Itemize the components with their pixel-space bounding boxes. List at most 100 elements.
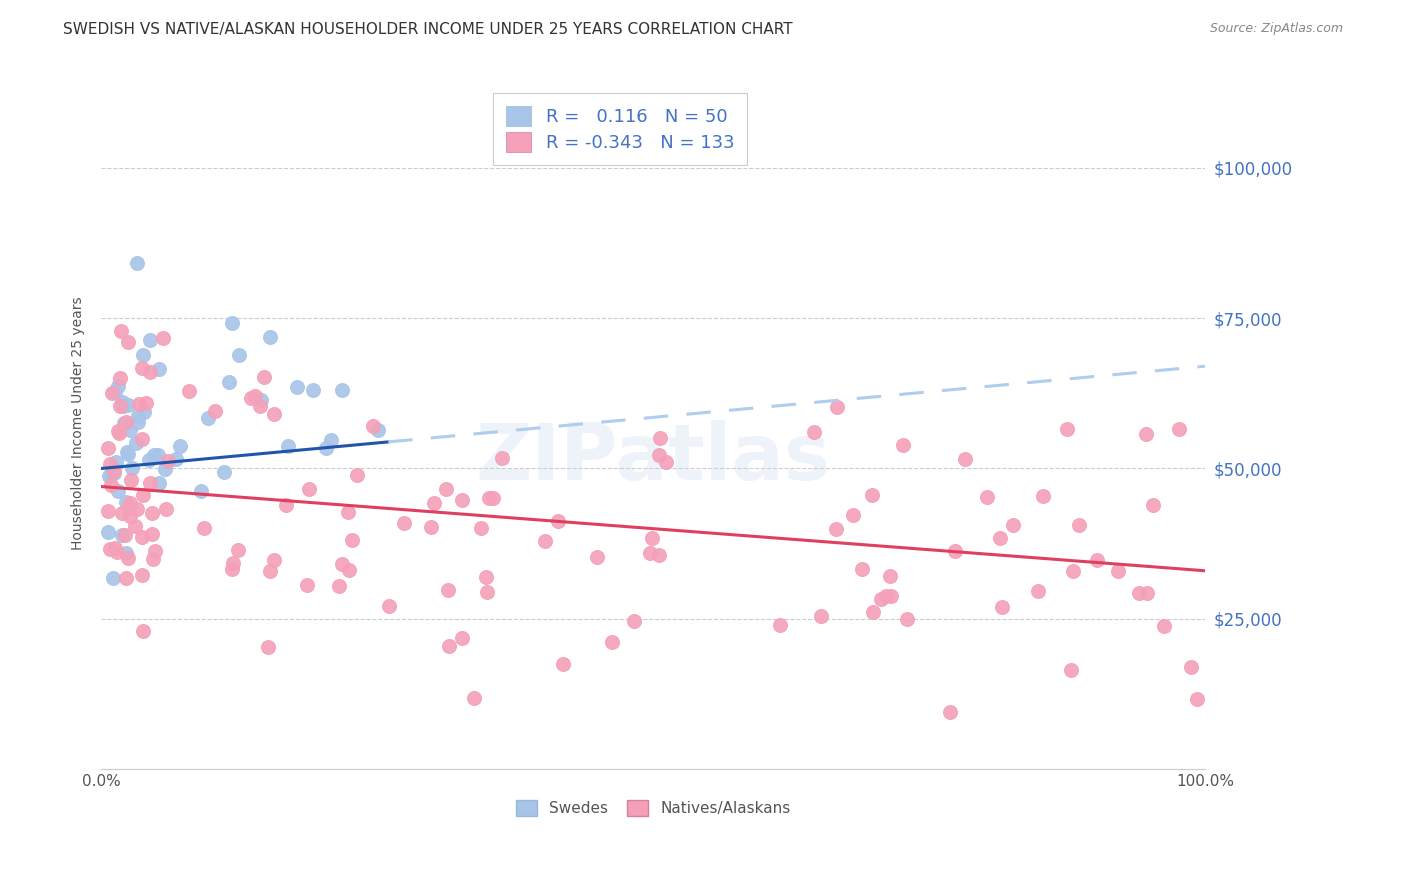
Point <box>97 524 120 539</box>
Y-axis label: Householder Income Under 25 years: Householder Income Under 25 years <box>72 296 86 550</box>
Point <box>1107 564 1129 578</box>
Point <box>434 482 457 496</box>
Point <box>117 447 139 461</box>
Point <box>128 397 150 411</box>
Point <box>143 544 166 558</box>
Point <box>891 438 914 452</box>
Point <box>648 548 671 562</box>
Point <box>197 410 219 425</box>
Point <box>120 508 142 523</box>
Point <box>328 579 350 593</box>
Point <box>938 706 960 720</box>
Point <box>139 365 162 379</box>
Point <box>439 639 461 653</box>
Point <box>107 484 129 499</box>
Point <box>332 557 354 571</box>
Point <box>553 657 575 672</box>
Point <box>825 400 848 414</box>
Point <box>1153 619 1175 633</box>
Point <box>142 551 165 566</box>
Point <box>118 423 141 437</box>
Point <box>103 466 125 480</box>
Point <box>141 506 163 520</box>
Point <box>478 491 501 506</box>
Point <box>943 544 966 558</box>
Point <box>132 624 155 638</box>
Point <box>138 453 160 467</box>
Point <box>156 453 179 467</box>
Point <box>274 498 297 512</box>
Point <box>419 519 441 533</box>
Point <box>1056 422 1078 436</box>
Point <box>100 386 122 401</box>
Point <box>367 423 389 437</box>
Point <box>143 449 166 463</box>
Point <box>193 521 215 535</box>
Point <box>125 502 148 516</box>
Point <box>169 439 191 453</box>
Point <box>98 542 121 557</box>
Point <box>148 361 170 376</box>
Point <box>259 564 281 578</box>
Point <box>361 419 384 434</box>
Point <box>104 455 127 469</box>
Point <box>117 551 139 566</box>
Point <box>139 333 162 347</box>
Point <box>394 516 416 530</box>
Point <box>482 491 505 505</box>
Point <box>436 582 458 597</box>
Point <box>1069 517 1091 532</box>
Point <box>336 505 359 519</box>
Point <box>547 514 569 528</box>
Point <box>851 562 873 576</box>
Point <box>146 448 169 462</box>
Point <box>111 395 134 409</box>
Point <box>100 477 122 491</box>
Point <box>1060 664 1083 678</box>
Point <box>810 609 832 624</box>
Point <box>240 391 263 405</box>
Point <box>257 640 280 654</box>
Point <box>212 466 235 480</box>
Point <box>862 488 884 502</box>
Point <box>955 452 977 467</box>
Point <box>1135 427 1157 442</box>
Point <box>451 492 474 507</box>
Point <box>218 375 240 389</box>
Point <box>107 424 129 438</box>
Point <box>803 425 825 439</box>
Point <box>221 317 243 331</box>
Point <box>121 473 143 487</box>
Point <box>97 504 120 518</box>
Point <box>127 416 149 430</box>
Point <box>153 461 176 475</box>
Point <box>875 589 897 603</box>
Point <box>880 589 903 603</box>
Point <box>330 383 353 397</box>
Point <box>155 501 177 516</box>
Point <box>287 380 309 394</box>
Point <box>451 631 474 645</box>
Point <box>988 531 1011 545</box>
Point <box>648 448 671 462</box>
Point <box>1001 518 1024 533</box>
Point <box>111 528 134 542</box>
Point <box>842 508 865 523</box>
Point <box>301 383 323 397</box>
Point <box>108 399 131 413</box>
Point <box>114 416 136 430</box>
Point <box>152 330 174 344</box>
Point <box>179 384 201 399</box>
Point <box>165 452 187 467</box>
Text: SWEDISH VS NATIVE/ALASKAN HOUSEHOLDER INCOME UNDER 25 YEARS CORRELATION CHART: SWEDISH VS NATIVE/ALASKAN HOUSEHOLDER IN… <box>63 22 793 37</box>
Point <box>638 545 661 559</box>
Point <box>132 348 155 362</box>
Point <box>1128 586 1150 600</box>
Point <box>1185 692 1208 706</box>
Point <box>253 370 276 384</box>
Point <box>1168 422 1191 436</box>
Point <box>337 563 360 577</box>
Point <box>243 389 266 403</box>
Point <box>249 399 271 413</box>
Point <box>131 530 153 544</box>
